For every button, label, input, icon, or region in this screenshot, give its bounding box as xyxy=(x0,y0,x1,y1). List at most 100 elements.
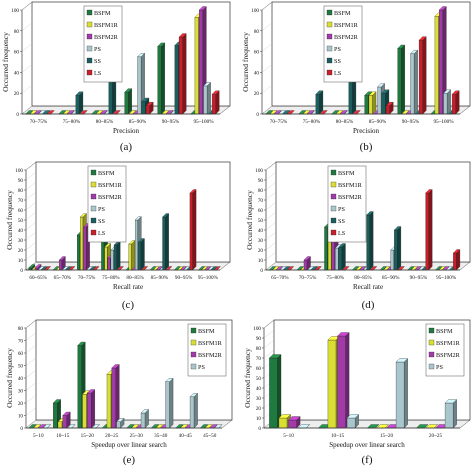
legend-swatch xyxy=(428,363,435,370)
panel-label: (f) xyxy=(362,454,373,466)
x-axis-label: Speedup over linear search xyxy=(91,441,167,449)
bar-side xyxy=(319,90,324,115)
y-tick-label: 80 xyxy=(254,29,260,35)
bar-PS-20~25 xyxy=(444,399,458,429)
bar-front xyxy=(145,105,150,115)
bar-front xyxy=(410,53,415,115)
bar-front xyxy=(395,361,405,429)
bar-side xyxy=(192,189,197,271)
bar-top xyxy=(288,416,301,421)
y-tick-label: 0 xyxy=(258,426,261,432)
y-tick-guide xyxy=(261,43,273,52)
legend-label: PS xyxy=(436,364,443,371)
bar-LS-90~95% xyxy=(189,189,197,271)
y-tick-guide xyxy=(261,1,273,11)
bar-front xyxy=(418,40,423,115)
bar-front xyxy=(107,257,111,271)
x-tick-label: 90~95% xyxy=(410,275,428,281)
bar-top xyxy=(162,213,170,218)
bar-front xyxy=(377,86,382,115)
y-tick-label: 50 xyxy=(18,364,24,370)
y-tick-label: 40 xyxy=(254,70,260,76)
y-tick-label: 20 xyxy=(254,91,260,97)
bar-top xyxy=(443,89,452,94)
bar-front xyxy=(288,419,297,429)
bar-BSFM2R-95~100% xyxy=(438,6,447,115)
y-tick-guide xyxy=(25,419,37,429)
x-tick-label: 95~100% xyxy=(436,275,457,281)
y-tick-guide xyxy=(265,241,277,251)
x-tick-label: 80~85% xyxy=(354,275,372,281)
bar-PS-40~45 xyxy=(189,392,198,429)
y-tick-guide xyxy=(25,191,37,201)
y-tick-label: 40 xyxy=(256,386,262,392)
bar-side xyxy=(131,240,136,271)
legend: BSFM BSFM1R BSFM2R PS SS LS xyxy=(83,5,123,83)
bar-BSFM2R-65~70% xyxy=(58,256,66,271)
bar-side xyxy=(401,44,405,115)
bar-front xyxy=(174,45,179,115)
bar-PS-20~25 xyxy=(116,417,125,429)
bar-SS-75~80% xyxy=(75,91,84,115)
y-tick-guide xyxy=(265,191,277,201)
legend-box xyxy=(327,165,367,243)
bar-side xyxy=(341,243,346,271)
x-tick-label: 85~90% xyxy=(382,275,400,281)
legend-swatch xyxy=(90,169,97,176)
x-tick-label: 95~100% xyxy=(198,275,219,281)
bar-side xyxy=(116,241,121,271)
legend-label: BSFM xyxy=(338,170,355,177)
chart-panel-a: 0 20 40 60 80 100 Occurred frequency 70~75% 75~8… xyxy=(1,1,231,153)
bar-top xyxy=(397,44,406,49)
bar-top xyxy=(377,83,386,88)
legend-label: LS xyxy=(94,70,102,77)
y-tick-label: 20 xyxy=(18,248,24,254)
bar-PS-35~40 xyxy=(165,377,174,429)
bar-top xyxy=(86,389,96,394)
x-tick-label: 65~70% xyxy=(271,275,289,281)
bar-side xyxy=(206,82,211,115)
bar-front xyxy=(82,394,87,429)
x-tick-label: 80~85% xyxy=(336,119,354,125)
legend-label: BSFM2R xyxy=(334,34,359,41)
legend: BSFM BSFM1R BSFM2R PS xyxy=(425,323,465,377)
bar-side xyxy=(413,49,418,115)
bar-side xyxy=(422,36,427,115)
bar-front xyxy=(141,101,146,115)
bar-side xyxy=(215,90,220,115)
y-tick-label: 20 xyxy=(258,248,264,254)
bar-top xyxy=(425,189,433,194)
y-tick-guide xyxy=(25,407,37,416)
bar-top xyxy=(62,411,71,416)
y-axis-label: Occurred frequency xyxy=(5,190,14,250)
y-tick-label: 20 xyxy=(256,406,262,412)
bar-front xyxy=(157,46,162,115)
bar-top xyxy=(438,6,447,11)
bar-top xyxy=(34,264,42,269)
bar-LS-90~95% xyxy=(418,36,427,115)
legend-swatch xyxy=(90,193,97,200)
y-tick-label: 30 xyxy=(256,396,262,402)
bar-top xyxy=(28,264,36,269)
y-tick-guide xyxy=(25,211,37,221)
bar-top xyxy=(165,378,174,382)
y-tick-label: 30 xyxy=(258,238,264,244)
y-tick-label: 80 xyxy=(14,29,20,35)
bar-LS-95~100% xyxy=(452,249,461,271)
bar-PS-15~20 xyxy=(395,358,409,429)
x-tick-label: 70~75% xyxy=(299,275,317,281)
bar-LS-95~100% xyxy=(451,90,460,115)
panel-label: (b) xyxy=(360,141,373,153)
x-tick-label: 80~85% xyxy=(126,275,144,281)
y-tick-label: 100 xyxy=(253,326,261,332)
legend-swatch xyxy=(330,193,337,200)
x-tick-label: 10~15 xyxy=(331,433,345,439)
bar-SS-85~90% xyxy=(162,213,170,271)
legend-swatch xyxy=(190,327,197,334)
x-tick-label: 15~20 xyxy=(81,433,95,439)
legend-label: SS xyxy=(98,218,105,225)
y-tick-label: 80 xyxy=(18,326,24,332)
bar-front xyxy=(337,335,346,429)
y-tick-label: 60 xyxy=(18,208,24,214)
bar-BSFM1R-85~90% xyxy=(368,91,377,115)
